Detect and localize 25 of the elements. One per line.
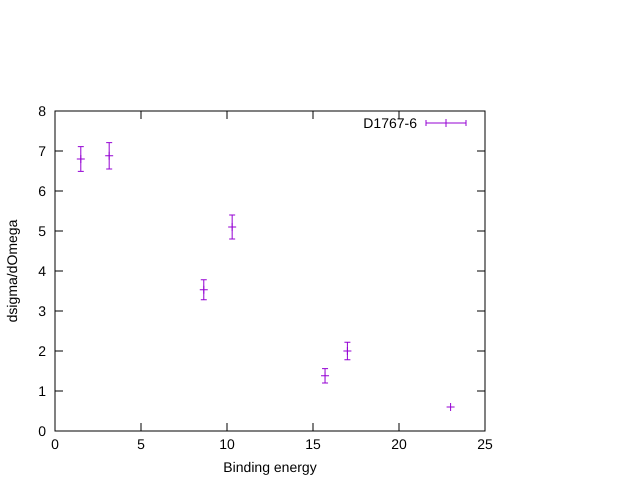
y-tick-label: 7 — [38, 142, 46, 159]
y-axis-title: dsigma/dOmega — [4, 219, 20, 322]
y-tick-label: 3 — [38, 302, 46, 319]
point — [104, 151, 114, 160]
y-tick-label: 1 — [38, 382, 46, 399]
x-tick-label: 15 — [305, 436, 321, 452]
x-tick-label: 5 — [137, 436, 146, 452]
point — [76, 154, 86, 164]
x-axis-title: Binding energy — [223, 459, 317, 475]
y-tick-label: 8 — [38, 102, 46, 119]
y-tick-label: 6 — [38, 182, 46, 199]
point — [446, 402, 456, 412]
x-tick-label: 25 — [477, 436, 493, 452]
x-tick-label: 10 — [219, 436, 235, 452]
x-tick-label: 20 — [391, 436, 407, 452]
legend-label: D1767-6 — [363, 114, 418, 131]
point — [228, 222, 237, 232]
point — [199, 285, 208, 294]
y-tick-label: 5 — [38, 222, 46, 239]
point — [320, 371, 330, 380]
x-tick-label: 0 — [51, 436, 60, 452]
y-tick-label: 0 — [38, 422, 46, 439]
y-tick-label: 4 — [38, 262, 46, 279]
point — [342, 346, 352, 356]
y-tick-label: 2 — [38, 342, 46, 359]
